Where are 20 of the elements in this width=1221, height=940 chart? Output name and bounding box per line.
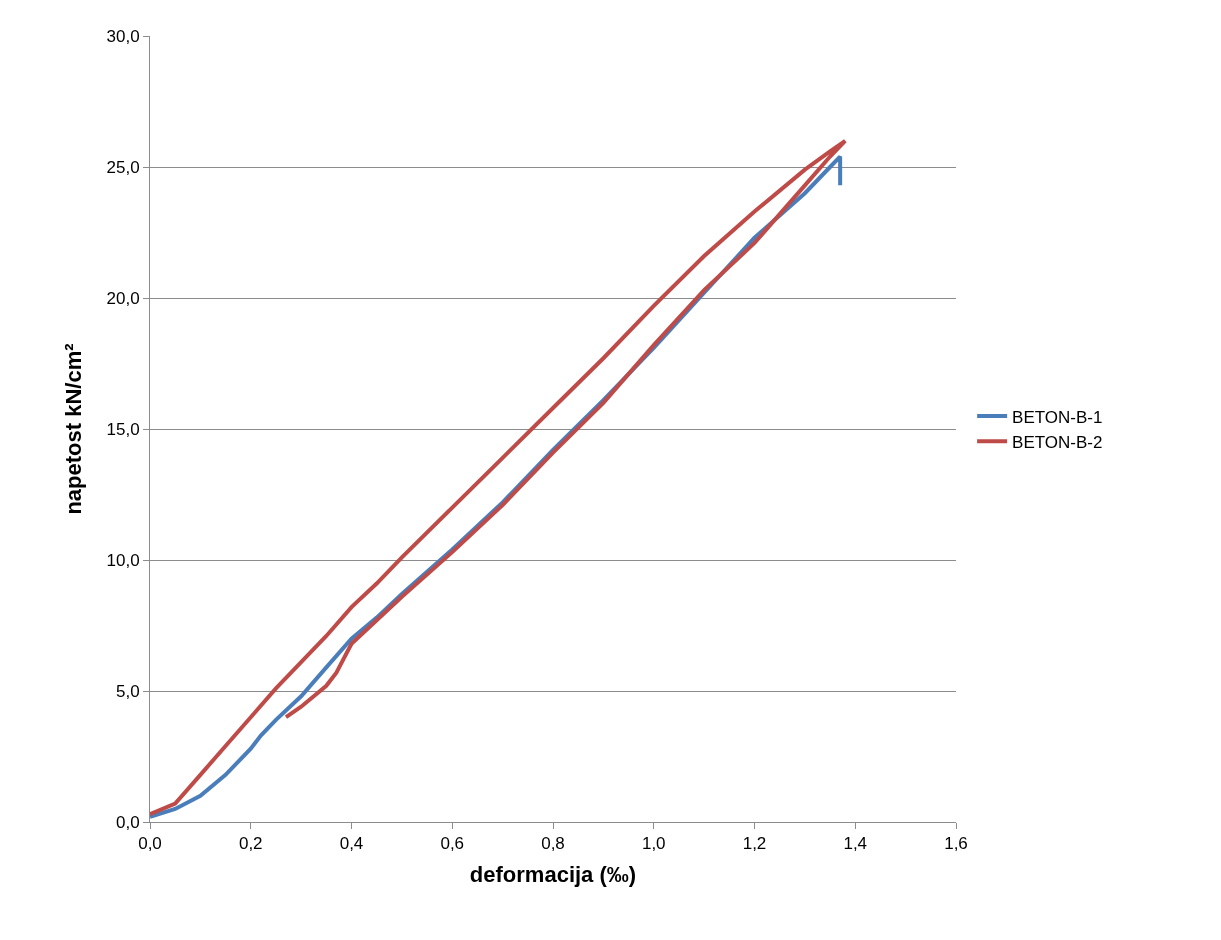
legend-label: BETON-B-2 xyxy=(1012,432,1103,452)
x-tick-label: 0,6 xyxy=(440,834,465,854)
x-tick-label: 0,2 xyxy=(238,834,263,854)
x-tick-label: 0,8 xyxy=(541,834,565,854)
x-tick-label: 1,2 xyxy=(742,834,767,854)
y-tick-label: 25,0 xyxy=(106,157,140,177)
y-axis-title: napetost kN/cm² xyxy=(61,343,87,515)
x-tick-label: 0,4 xyxy=(339,834,364,854)
x-tick-label: 1,4 xyxy=(843,834,868,854)
y-tick-label: 0,0 xyxy=(115,812,140,832)
legend-label: BETON-B-1 xyxy=(1012,407,1103,427)
x-axis-title: deformacija (‰) xyxy=(469,862,637,888)
x-tick-label: 1,6 xyxy=(944,834,968,854)
y-tick-label: 30,0 xyxy=(106,26,140,46)
y-tick-label: 5,0 xyxy=(115,681,140,701)
x-tick-label: 1,0 xyxy=(641,834,666,854)
y-tick-label: 10,0 xyxy=(106,550,140,570)
y-tick-label: 15,0 xyxy=(106,419,140,439)
x-tick-label: 0,0 xyxy=(138,834,162,854)
y-tick-label: 20,0 xyxy=(106,288,140,308)
